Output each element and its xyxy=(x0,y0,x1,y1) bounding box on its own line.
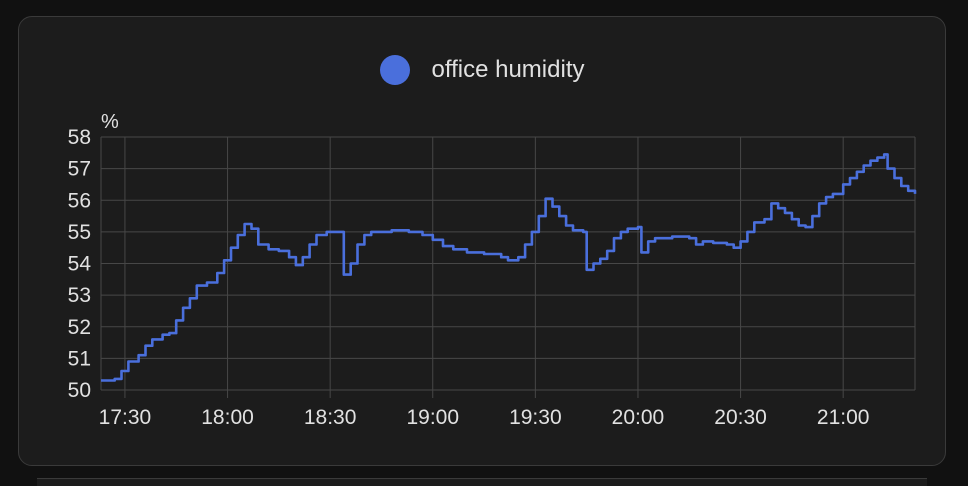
y-tick-label: 57 xyxy=(68,158,91,181)
y-tick-label: 54 xyxy=(68,253,92,276)
next-card-edge xyxy=(37,478,927,486)
x-tick-label: 17:30 xyxy=(99,406,152,429)
y-axis-unit: % xyxy=(101,111,119,133)
y-tick-label: 52 xyxy=(68,316,91,339)
x-tick-label: 20:00 xyxy=(612,406,665,429)
y-tick-label: 53 xyxy=(68,284,91,307)
legend-label: office humidity xyxy=(431,56,585,83)
x-tick-label: 18:00 xyxy=(201,406,254,429)
x-axis: 17:30 18:00 18:30 19:00 19:30 20:00 20:30 21:00 xyxy=(99,406,870,429)
series-line-office-humidity[interactable] xyxy=(101,153,917,382)
grid xyxy=(100,136,916,398)
y-axis: 50 51 52 53 54 55 56 57 58 xyxy=(68,126,92,402)
y-tick-label: 51 xyxy=(68,347,91,370)
chart-card: office humidity 50 51 52 53 54 55 56 57 58 17:30… xyxy=(18,16,946,466)
legend[interactable]: office humidity xyxy=(19,55,945,85)
x-tick-label: 19:00 xyxy=(406,406,459,429)
y-tick-label: 56 xyxy=(68,189,91,212)
x-tick-label: 21:00 xyxy=(817,406,870,429)
x-tick-label: 18:30 xyxy=(304,406,357,429)
y-tick-label: 58 xyxy=(68,126,91,149)
legend-swatch xyxy=(379,55,410,85)
y-tick-label: 50 xyxy=(68,379,91,402)
x-tick-label: 20:30 xyxy=(714,406,767,429)
y-tick-label: 55 xyxy=(68,221,91,244)
x-tick-label: 19:30 xyxy=(509,406,562,429)
